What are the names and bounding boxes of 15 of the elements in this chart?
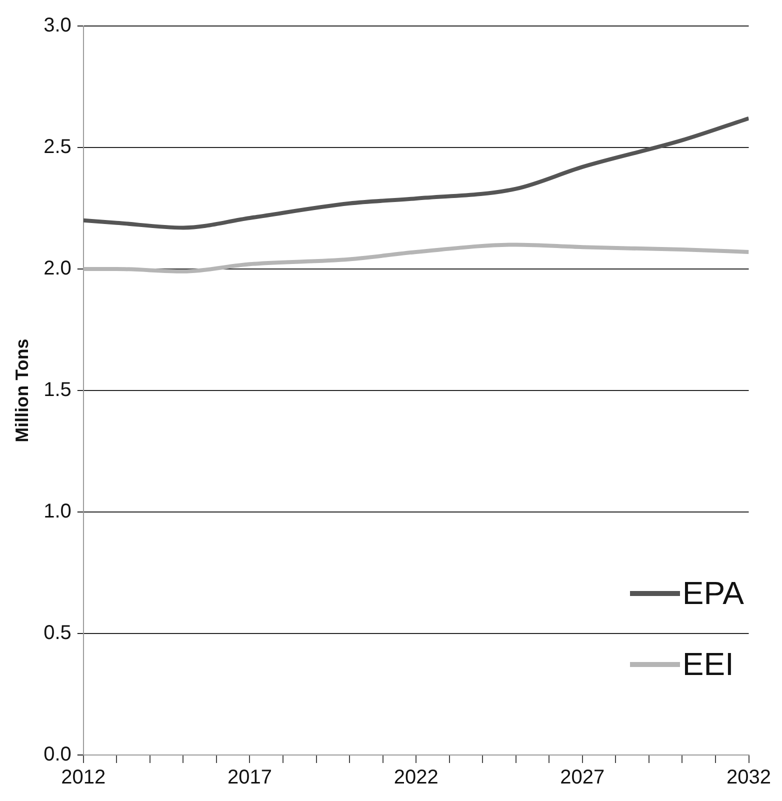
y-tick-label: 2.0 xyxy=(44,258,72,280)
y-tick-label: 1.0 xyxy=(44,500,72,523)
y-tick-label: 0.5 xyxy=(44,622,72,644)
x-tick-label: 2027 xyxy=(560,766,605,789)
y-axis-title: Million Tons xyxy=(12,338,32,442)
y-tick-label: 0.0 xyxy=(44,744,72,766)
x-tick-label: 2012 xyxy=(61,766,106,789)
y-tick-label: 1.5 xyxy=(44,379,72,402)
x-tick-label: 2017 xyxy=(227,766,272,789)
x-tick-label: 2022 xyxy=(394,766,438,789)
y-tick-label: 3.0 xyxy=(44,14,72,37)
x-tick-label: 2032 xyxy=(726,766,772,789)
legend-label: EPA xyxy=(682,575,744,612)
y-tick-label: 2.5 xyxy=(44,136,72,158)
legend-label: EEI xyxy=(682,646,734,683)
